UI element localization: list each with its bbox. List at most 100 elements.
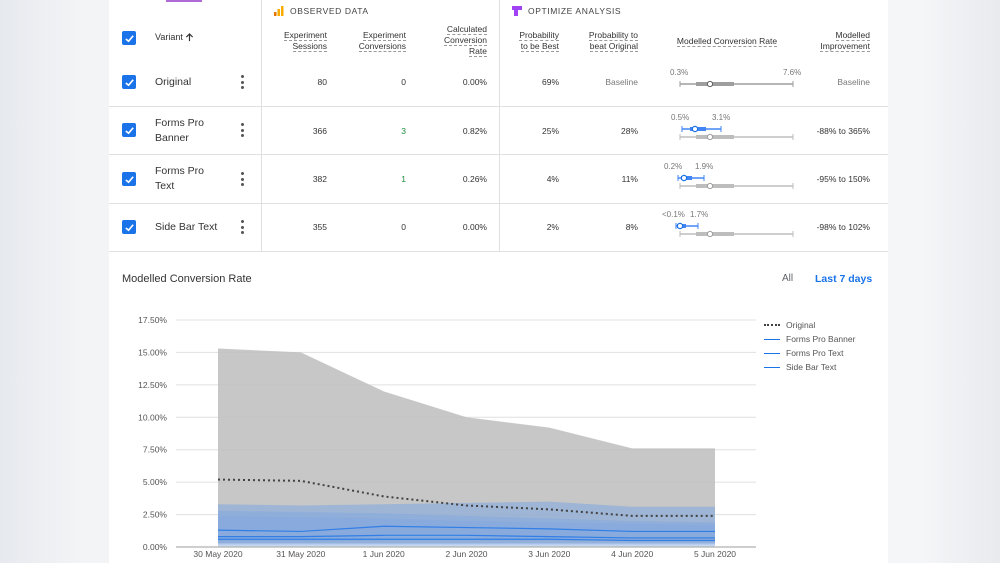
conversions-value: 3 <box>401 126 406 136</box>
row-checkbox[interactable] <box>122 220 136 234</box>
range-high: 1.9% <box>695 162 714 171</box>
x-tick-label: 2 Jun 2020 <box>445 549 487 559</box>
prob-beat-header-line1: Probability to <box>588 30 638 41</box>
prob-beat-value: Baseline <box>605 77 638 87</box>
series-line <box>218 534 715 539</box>
more-vert-icon[interactable] <box>239 75 245 89</box>
legend-swatch <box>764 366 780 368</box>
range-all-button[interactable]: All <box>782 273 794 284</box>
row-divider <box>109 251 888 252</box>
legend-item: Side Bar Text <box>764 360 855 374</box>
conversions-value: 0 <box>401 77 406 87</box>
row-checkbox[interactable] <box>122 172 136 186</box>
check-icon <box>124 78 134 86</box>
more-vert-icon[interactable] <box>239 123 245 137</box>
variant-name-line2: Banner <box>155 132 189 144</box>
range-last-7-days-button[interactable]: Last 7 days <box>815 273 873 285</box>
prob-best-header-line1: Probability <box>519 30 559 41</box>
modelled-rate-range: <0.1% 1.7% <box>662 208 800 248</box>
calc-rate-header-line1: Calculated <box>446 24 487 35</box>
select-all-checkbox[interactable] <box>122 31 136 45</box>
improvement-header-line2: Improvement <box>820 41 870 52</box>
x-tick-label: 31 May 2020 <box>276 549 325 559</box>
column-divider <box>261 0 262 252</box>
prob-beat-column-header[interactable]: Probability to beat Original <box>570 30 638 52</box>
prob-best-value: 69% <box>541 77 559 87</box>
prob-beat-value: 11% <box>621 174 638 184</box>
legend-label: Forms Pro Text <box>786 348 844 358</box>
legend-swatch <box>764 338 780 340</box>
range-low: 0.2% <box>664 162 683 171</box>
prob-beat-header-line2: beat Original <box>589 41 638 52</box>
conversion-rate-value: 0.26% <box>462 174 487 184</box>
range-high: 7.6% <box>783 68 802 77</box>
legend-item: Original <box>764 318 855 332</box>
calc-rate-header-line2: Conversion <box>444 35 487 46</box>
more-vert-icon[interactable] <box>239 172 245 186</box>
y-tick-label: 15.00% <box>138 347 167 357</box>
legend-item: Forms Pro Banner <box>764 332 855 346</box>
conversions-value: 0 <box>401 222 406 232</box>
calculated-rate-column-header[interactable]: Calculated Conversion Rate <box>425 24 487 57</box>
y-tick-label: 5.00% <box>143 477 168 487</box>
sessions-value: 80 <box>317 77 327 87</box>
improvement-header-line1: Modelled <box>835 30 870 41</box>
sessions-column-header[interactable]: Experiment Sessions <box>267 30 327 52</box>
conversion-rate-value: 0.82% <box>462 126 487 136</box>
row-divider <box>109 203 888 204</box>
sessions-value: 382 <box>312 174 327 184</box>
y-tick-label: 2.50% <box>143 510 168 520</box>
prob-best-value: 2% <box>546 222 559 232</box>
calc-rate-header-line3: Rate <box>469 46 487 57</box>
x-tick-label: 1 Jun 2020 <box>363 549 405 559</box>
y-tick-label: 10.00% <box>138 412 167 422</box>
prob-beat-value: 28% <box>620 126 638 136</box>
variant-name-line2: Text <box>155 180 175 192</box>
prob-best-value: 25% <box>541 126 559 136</box>
chart-legend: Original Forms Pro Banner Forms Pro Text Si… <box>764 318 855 374</box>
series-line <box>217 525 715 533</box>
more-vert-icon[interactable] <box>239 220 245 234</box>
check-icon <box>124 175 134 183</box>
range-bar <box>675 222 794 238</box>
modelled-rate-range: 0.3% 7.6% <box>670 66 802 106</box>
modelled-improvement-column-header[interactable]: Modelled Improvement <box>800 30 870 52</box>
y-tick-label: 0.00% <box>143 542 168 552</box>
range-bar <box>679 80 794 88</box>
y-tick-label: 7.50% <box>143 445 168 455</box>
row-checkbox[interactable] <box>122 123 136 137</box>
variant-name: Side Bar Text <box>155 221 218 233</box>
arrow-up-icon <box>185 32 193 41</box>
x-tick-label: 4 Jun 2020 <box>611 549 653 559</box>
modelled-rate-range: 0.5% 3.1% <box>670 112 800 152</box>
variant-column-header[interactable]: Variant <box>155 32 194 42</box>
prob-beat-value: 8% <box>625 222 638 232</box>
improvement-value: -88% to 365% <box>816 126 870 136</box>
variant-name-line1: Forms Pro <box>155 117 205 129</box>
confidence-band <box>218 348 715 544</box>
improvement-value: Baseline <box>837 77 870 87</box>
optimize-analysis-header: OPTIMIZE ANALYSIS <box>512 4 621 18</box>
legend-item: Forms Pro Text <box>764 346 855 360</box>
conversion-rate-value: 0.00% <box>462 77 487 87</box>
x-tick-label: 30 May 2020 <box>193 549 242 559</box>
observed-data-header: OBSERVED DATA <box>274 4 369 18</box>
modelled-rate-header-label: Modelled Conversion Rate <box>676 36 778 47</box>
x-tick-label: 3 Jun 2020 <box>528 549 570 559</box>
series-line <box>217 478 715 517</box>
modelled-rate-range: 0.2% 1.9% <box>664 160 800 200</box>
variant-name: Forms Pro Banner <box>155 116 235 146</box>
conversions-column-header[interactable]: Experiment Conversions <box>340 30 406 52</box>
column-divider <box>499 0 500 252</box>
prob-best-header-line2: to be Best <box>520 41 559 52</box>
legend-swatch <box>764 352 780 354</box>
confidence-band <box>218 501 715 542</box>
legend-label: Forms Pro Banner <box>786 334 856 344</box>
prob-best-column-header[interactable]: Probability to be Best <box>500 30 559 52</box>
modelled-rate-column-header[interactable]: Modelled Conversion Rate <box>664 36 790 47</box>
legend-swatch <box>764 324 780 326</box>
row-divider <box>109 106 888 107</box>
conversion-rate-value: 0.00% <box>462 222 487 232</box>
row-checkbox[interactable] <box>122 75 136 89</box>
sessions-value: 366 <box>312 126 327 136</box>
